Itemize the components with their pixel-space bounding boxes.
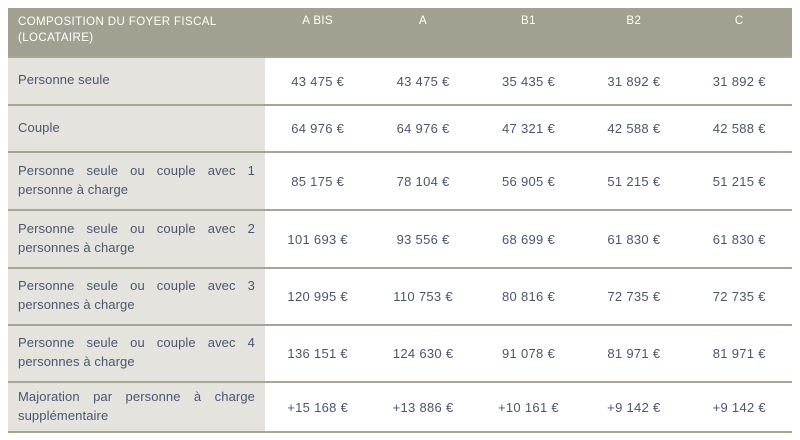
- value-cell: 81 971 €: [686, 324, 792, 382]
- value-cell: +9 142 €: [581, 381, 687, 433]
- value-cell: 110 753 €: [370, 267, 476, 325]
- row-label: Majoration par personne à charge supplém…: [8, 381, 265, 433]
- row-label: Personne seule ou couple avec 3 personne…: [8, 267, 265, 325]
- value-cell: +9 142 €: [686, 381, 792, 433]
- value-cell: 43 475 €: [265, 56, 371, 105]
- value-cell: +10 161 €: [475, 381, 582, 433]
- value-cell: 56 905 €: [475, 151, 582, 210]
- value-cell: 42 588 €: [686, 104, 792, 152]
- table-row: Personne seule ou couple avec 4 personne…: [8, 324, 792, 382]
- value-cell: 78 104 €: [370, 151, 476, 210]
- header-col-c: C: [686, 8, 792, 57]
- value-cell: 85 175 €: [265, 151, 371, 210]
- table-row: Personne seule 43 475 € 43 475 € 35 435 …: [8, 56, 792, 105]
- row-label: Personne seule: [8, 56, 265, 105]
- value-cell: +13 886 €: [370, 381, 476, 433]
- table-row: Majoration par personne à charge supplém…: [8, 381, 792, 433]
- value-cell: 80 816 €: [475, 267, 582, 325]
- header-col-b2: B2: [581, 8, 687, 57]
- value-cell: 47 321 €: [475, 104, 582, 152]
- value-cell: 35 435 €: [475, 56, 582, 105]
- table-row: Personne seule ou couple avec 2 personne…: [8, 209, 792, 268]
- value-cell: 72 735 €: [581, 267, 687, 325]
- row-label: Personne seule ou couple avec 1 personne…: [8, 151, 265, 210]
- value-cell: 68 699 €: [475, 209, 582, 268]
- table-header: COMPOSITION DU FOYER FISCAL (LOCATAIRE) …: [8, 8, 792, 57]
- table-row: Personne seule ou couple avec 1 personne…: [8, 151, 792, 210]
- value-cell: 31 892 €: [581, 56, 687, 105]
- value-cell: 81 971 €: [581, 324, 687, 382]
- value-cell: 120 995 €: [265, 267, 371, 325]
- value-cell: 136 151 €: [265, 324, 371, 382]
- row-label: Couple: [8, 104, 265, 152]
- header-col-b1: B1: [475, 8, 582, 57]
- header-row: COMPOSITION DU FOYER FISCAL (LOCATAIRE) …: [8, 8, 792, 57]
- header-col-abis: A BIS: [265, 8, 371, 57]
- header-label-cell: COMPOSITION DU FOYER FISCAL (LOCATAIRE): [8, 8, 265, 57]
- value-cell: 31 892 €: [686, 56, 792, 105]
- value-cell: 93 556 €: [370, 209, 476, 268]
- value-cell: 64 976 €: [265, 104, 371, 152]
- value-cell: +15 168 €: [265, 381, 371, 433]
- income-ceiling-table: COMPOSITION DU FOYER FISCAL (LOCATAIRE) …: [8, 8, 792, 433]
- value-cell: 51 215 €: [686, 151, 792, 210]
- value-cell: 91 078 €: [475, 324, 582, 382]
- value-cell: 101 693 €: [265, 209, 371, 268]
- value-cell: 51 215 €: [581, 151, 687, 210]
- value-cell: 72 735 €: [686, 267, 792, 325]
- value-cell: 42 588 €: [581, 104, 687, 152]
- header-col-a: A: [370, 8, 476, 57]
- value-cell: 124 630 €: [370, 324, 476, 382]
- row-label: Personne seule ou couple avec 4 personne…: [8, 324, 265, 382]
- value-cell: 61 830 €: [686, 209, 792, 268]
- table-body: Personne seule 43 475 € 43 475 € 35 435 …: [8, 56, 792, 433]
- table-row: Couple 64 976 € 64 976 € 47 321 € 42 588…: [8, 104, 792, 152]
- value-cell: 43 475 €: [370, 56, 476, 105]
- value-cell: 61 830 €: [581, 209, 687, 268]
- value-cell: 64 976 €: [370, 104, 476, 152]
- table-row: Personne seule ou couple avec 3 personne…: [8, 267, 792, 325]
- row-label: Personne seule ou couple avec 2 personne…: [8, 209, 265, 268]
